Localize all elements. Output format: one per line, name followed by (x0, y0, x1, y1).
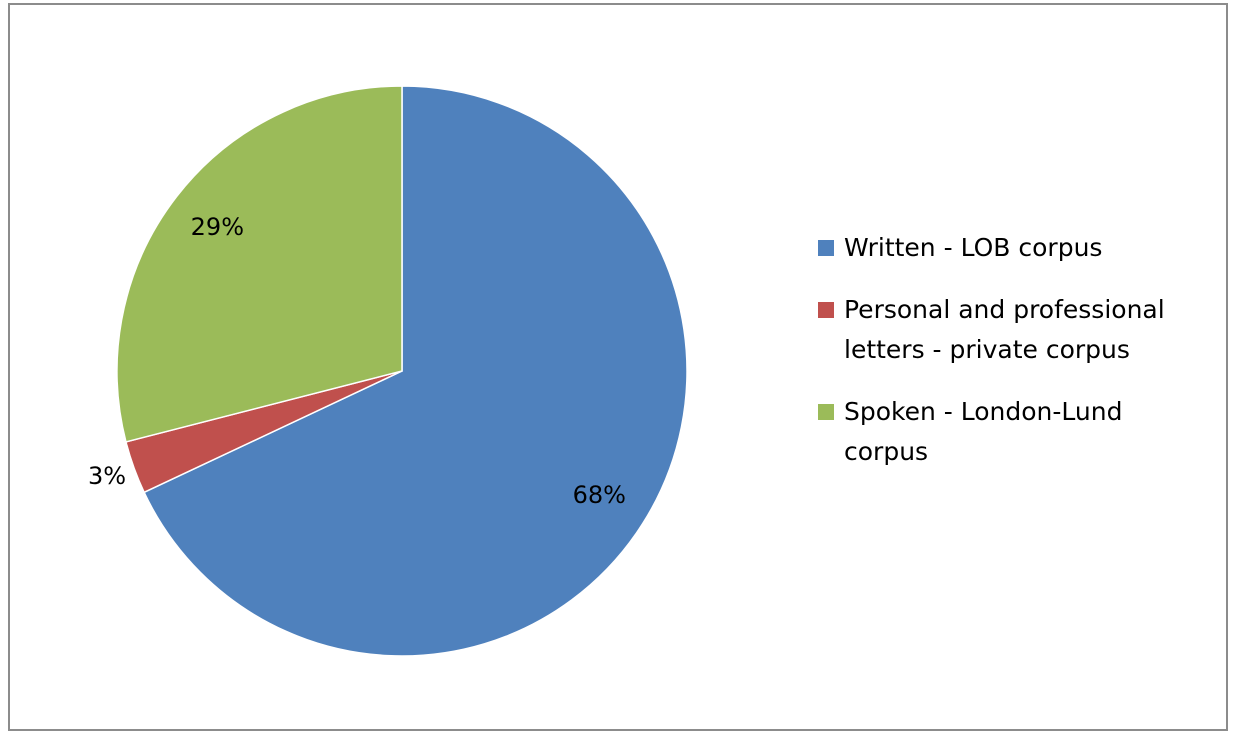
legend-entry: Written - LOB corpus (818, 228, 1208, 268)
legend-entry: Personal and professional letters - priv… (818, 290, 1208, 370)
legend-label: Written - LOB corpus (844, 233, 1103, 262)
legend: Written - LOB corpus Personal and profess… (818, 228, 1208, 494)
data-label: 29% (191, 213, 244, 241)
legend-entry: Spoken - London-Lund corpus (818, 392, 1208, 472)
pie-slice (116, 85, 403, 443)
legend-swatch (818, 240, 834, 256)
legend-swatch (818, 302, 834, 318)
pie-slice (143, 85, 688, 657)
legend-swatch (818, 404, 834, 420)
data-label: 68% (573, 481, 626, 509)
chart-frame (8, 3, 1228, 731)
data-label: 3% (88, 462, 126, 490)
legend-label: Personal and professional letters - priv… (844, 295, 1165, 364)
legend-label: Spoken - London-Lund corpus (844, 397, 1123, 466)
